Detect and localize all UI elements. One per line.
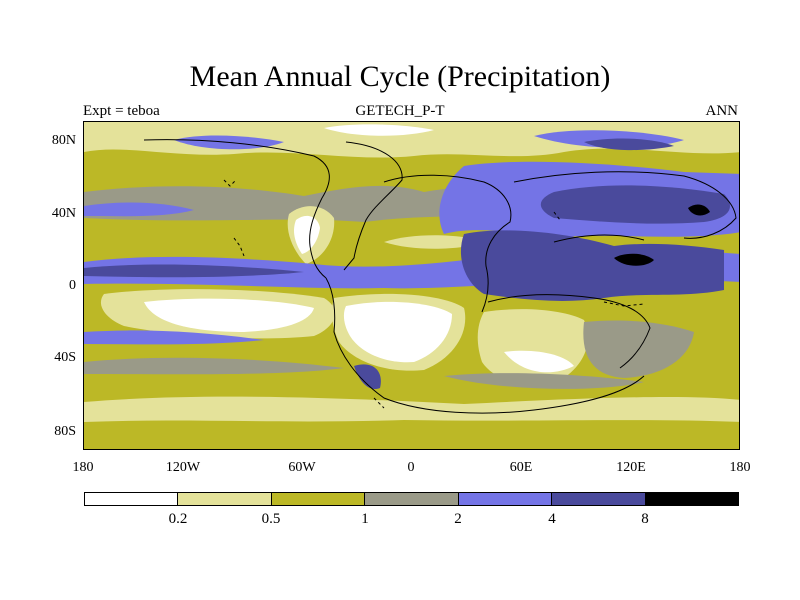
lat-label: 40N — [51, 206, 76, 221]
coast-south-america — [325, 277, 645, 414]
lat-label: 80S — [54, 424, 76, 439]
field-sp-desert — [144, 298, 314, 332]
lon-label: 180 — [72, 460, 94, 475]
colorbar-label: 4 — [548, 511, 556, 527]
coast-europe-africa — [383, 174, 512, 313]
field-south-blue-1 — [84, 330, 264, 345]
season-label: ANN — [705, 103, 739, 119]
experiment-label: Expt = teboa — [83, 103, 160, 119]
coast-north-america-east — [343, 141, 403, 271]
precipitation-map — [83, 121, 740, 450]
field-south-grey-1 — [84, 357, 344, 375]
lon-label: 180 — [729, 460, 751, 475]
lon-label: 60E — [509, 460, 533, 475]
field-max-precip-2 — [688, 204, 710, 216]
lat-label: 80N — [51, 133, 76, 148]
colorbar-label: 1 — [361, 511, 369, 527]
colorbar-label: 8 — [641, 511, 649, 527]
field-africa-desert — [504, 350, 574, 373]
colorbar-swatch — [645, 493, 738, 505]
colorbar-swatch — [365, 493, 459, 505]
coastlines — [143, 139, 737, 414]
field-max-precip — [614, 253, 654, 266]
colorbar-swatch — [271, 493, 366, 505]
lon-label: 120E — [616, 460, 646, 475]
lat-label: 40S — [54, 350, 76, 365]
coast-indian-ocean — [487, 294, 651, 369]
lon-label: 120W — [165, 460, 201, 475]
field-south-grey-2 — [444, 373, 644, 389]
colorbar-swatch — [85, 493, 179, 505]
coast-north-america-west — [143, 139, 330, 279]
coast-islands — [223, 179, 645, 409]
field-south-dark-patch — [354, 364, 381, 390]
coast-asia-south — [553, 234, 645, 243]
field-arctic-dark — [584, 138, 674, 151]
lon-label: 60W — [288, 460, 316, 475]
field-arctic-white — [324, 124, 434, 136]
colorbar-swatch — [552, 493, 646, 505]
colorbar — [84, 492, 739, 506]
lat-label: 0 — [69, 278, 76, 293]
field-warm-pool-dark — [460, 230, 724, 301]
lon-label: 0 — [407, 460, 415, 475]
dataset-label: GETECH_P-T — [355, 103, 445, 119]
map-field — [84, 122, 739, 449]
colorbar-label: 0.2 — [168, 511, 188, 527]
field-pacific-dark — [540, 185, 730, 224]
field-antarctic-base — [84, 424, 739, 449]
field-west-pacific-blue — [84, 202, 194, 217]
field-na-desert — [294, 215, 320, 254]
field-itcz-dark-west — [84, 264, 304, 278]
field-sahara-light — [384, 235, 484, 249]
map-title: Mean Annual Cycle (Precipitation) — [189, 60, 611, 93]
field-antarctic-light — [84, 396, 739, 422]
coast-asia-north — [513, 171, 737, 239]
field-sa-desert — [343, 301, 452, 363]
colorbar-swatch — [178, 493, 272, 505]
colorbar-label: 2 — [454, 511, 462, 527]
colorbar-swatch — [458, 493, 553, 505]
colorbar-label: 0.5 — [261, 511, 281, 527]
